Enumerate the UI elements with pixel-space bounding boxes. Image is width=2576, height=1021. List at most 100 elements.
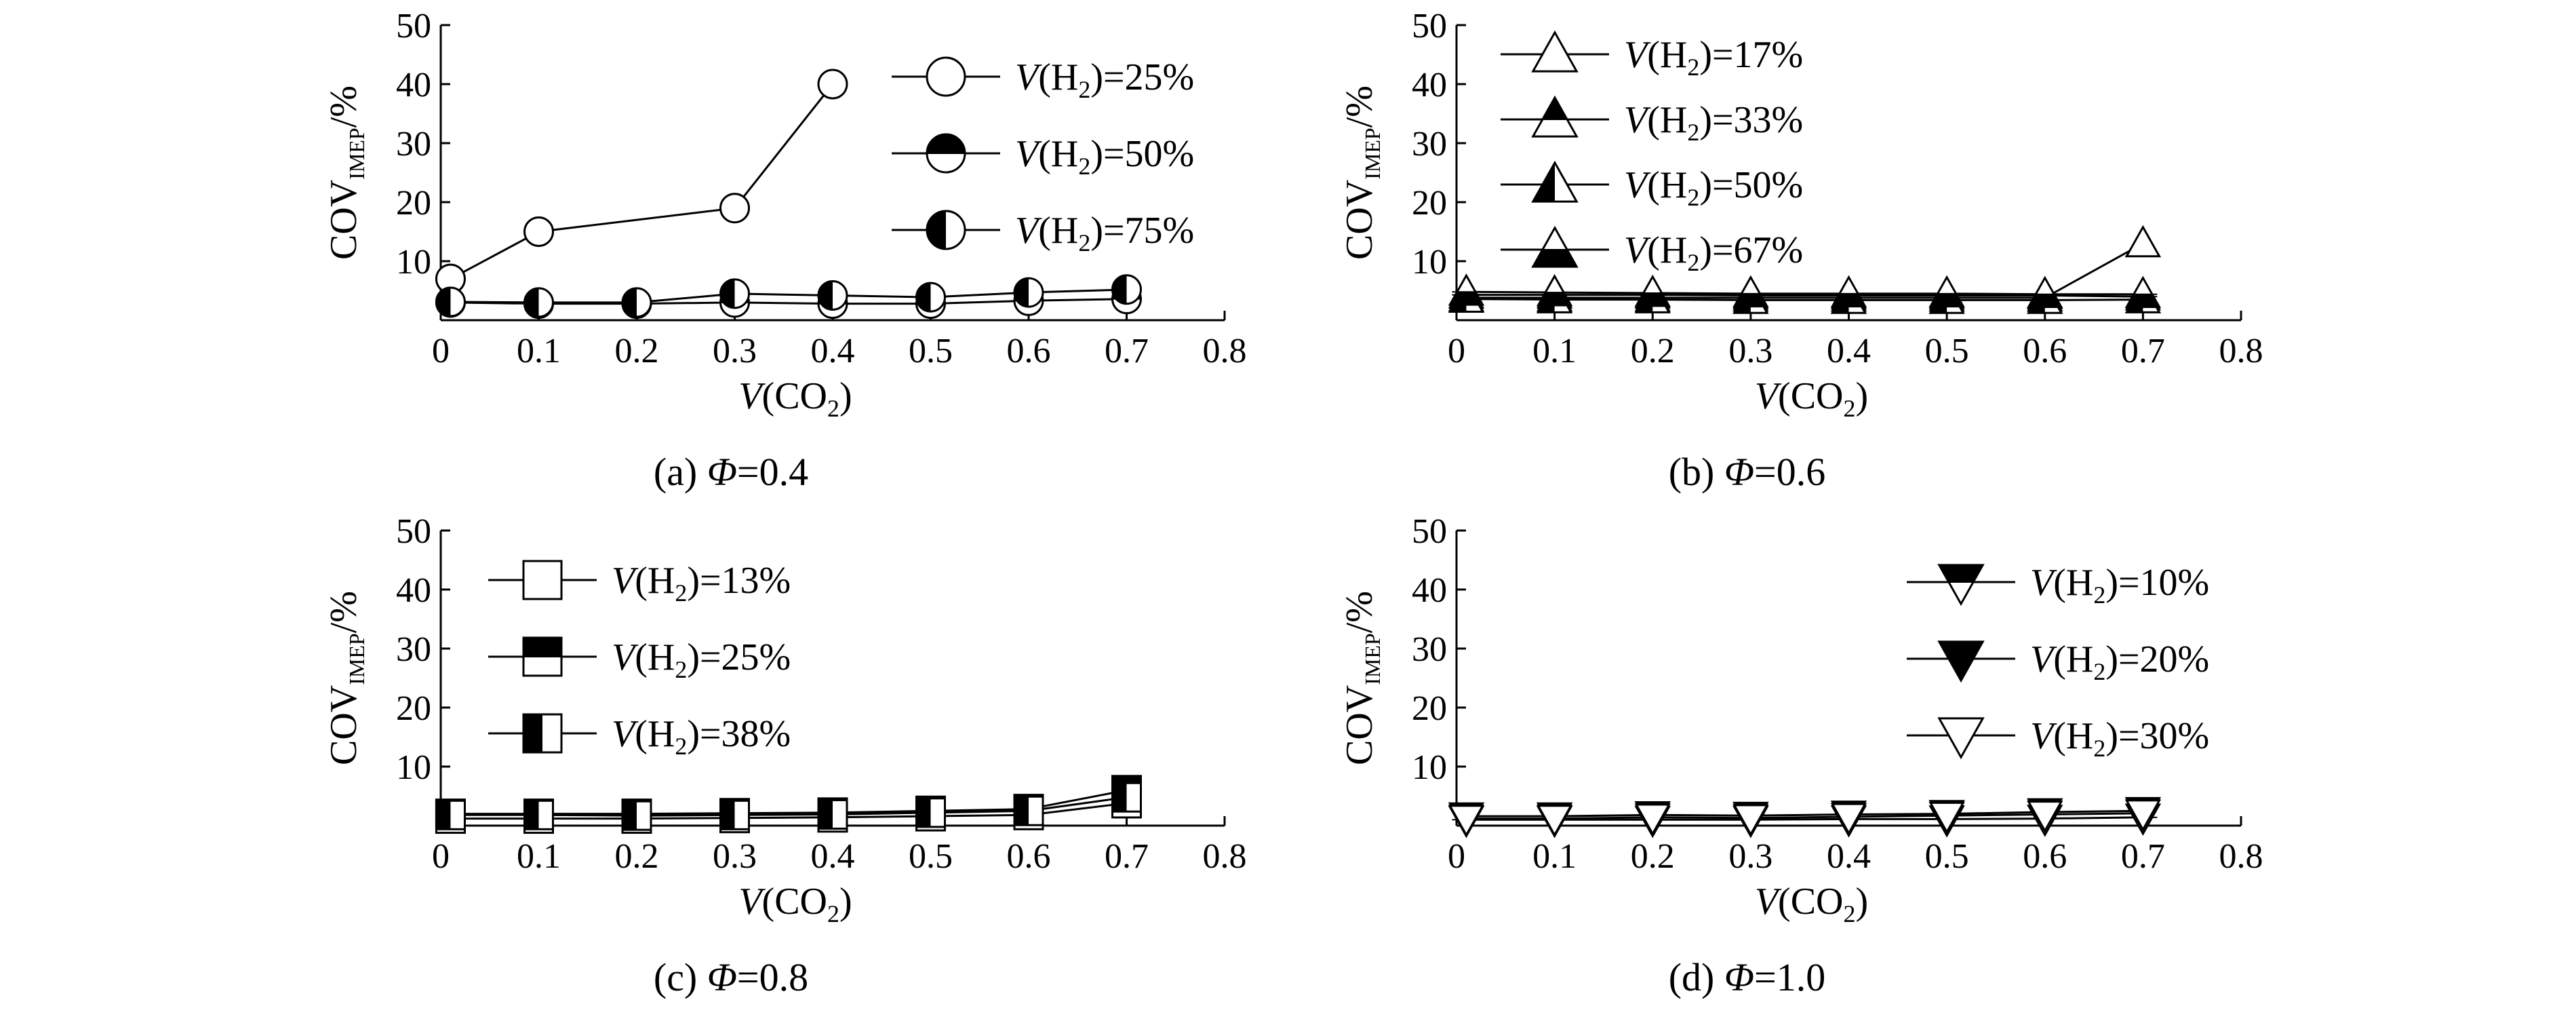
data-point-s1-8	[2124, 225, 2162, 258]
x-tick-label: 0.7	[2121, 332, 2165, 370]
x-tick-label: 0.6	[2023, 332, 2067, 370]
legend-item: V(H2)=25%	[892, 56, 1194, 103]
y-tick-label: 40	[1412, 66, 1447, 104]
x-axis-label: V(CO2)	[1755, 375, 1868, 422]
y-axis-label: COVIMEP/%	[1339, 85, 1385, 260]
data-point-s3-8	[1111, 782, 1142, 813]
legend-item: V(H2)=13%	[488, 560, 791, 606]
legend-label: V(H2)=50%	[1015, 133, 1194, 180]
y-tick-label: 40	[396, 66, 431, 104]
legend-item: V(H2)=25%	[488, 636, 791, 683]
legend-label: V(H2)=38%	[612, 713, 791, 760]
legend-marker	[1531, 95, 1579, 138]
legend-item: V(H2)=38%	[488, 713, 791, 760]
legend-marker	[926, 133, 966, 174]
y-tick-label: 20	[396, 184, 431, 223]
data-point-s3-2	[523, 287, 554, 318]
x-tick-label: 0.6	[1007, 332, 1051, 370]
x-tick-label: 0.7	[2121, 837, 2165, 876]
series-line-3	[1466, 298, 2143, 301]
panel-caption: (c) Φ=0.8	[654, 955, 808, 999]
data-point-s3-3	[621, 800, 652, 831]
x-tick-label: 0.5	[1925, 332, 1969, 370]
data-point-s3-7	[1013, 795, 1044, 826]
chart-panel-a: 0 0.1 0.2 0.3 0.4 0.5 0.6 0.7 0.8 10 20 30 40 50 V(CO2…	[323, 7, 1247, 494]
series-line-3	[450, 796, 1127, 817]
x-tick-label: 0.4	[1827, 837, 1871, 876]
data-point-s4-5	[1830, 275, 1867, 308]
x-tick-label: 0.1	[1532, 332, 1577, 370]
y-tick-label: 20	[1412, 689, 1447, 728]
y-tick-label: 40	[396, 571, 431, 610]
data-point-s4-3	[1634, 274, 1671, 307]
y-tick-label: 50	[1412, 7, 1447, 45]
y-tick-label: 30	[1412, 125, 1447, 163]
data-point-s3-8	[2124, 799, 2162, 832]
data-point-s3-7	[2027, 801, 2063, 833]
legend-marker	[1531, 160, 1579, 203]
y-tick-label: 20	[1412, 184, 1447, 223]
legend-label: V(H2)=20%	[2030, 638, 2209, 685]
series-line-1	[1466, 242, 2144, 299]
x-axis-label: V(CO2)	[738, 375, 852, 422]
data-point-s1-2	[523, 216, 554, 247]
series-line-2	[450, 298, 1127, 305]
panel-caption: (a) Φ=0.4	[654, 450, 808, 494]
legend-marker	[1937, 564, 1985, 606]
data-point-s4-2	[1536, 273, 1573, 307]
x-tick-label: 0.5	[909, 332, 953, 370]
x-tick-label: 0.8	[2219, 332, 2263, 370]
data-point-s3-6	[915, 797, 946, 828]
x-axis-label: V(CO2)	[1755, 881, 1868, 927]
x-tick-label: 0.7	[1105, 837, 1149, 876]
chart-panel-b: 0 0.1 0.2 0.3 0.4 0.5 0.6 0.7 0.8 10 20 30 40 50 V(CO2…	[1339, 7, 2263, 494]
data-point-s3-7	[1013, 277, 1044, 308]
x-tick-label: 0	[1448, 837, 1465, 876]
x-tick-label: 0	[432, 837, 450, 876]
series-line-2	[1466, 809, 2143, 817]
legend-label: V(H2)=33%	[1624, 99, 1803, 146]
legend-item: V(H2)=33%	[1501, 95, 1803, 146]
series-line-1	[450, 83, 834, 280]
y-tick-label: 50	[396, 512, 431, 551]
x-tick-label: 0.5	[909, 837, 953, 876]
legend-label: V(H2)=13%	[612, 560, 791, 606]
legend-label: V(H2)=10%	[2030, 562, 2209, 609]
data-point-s3-5	[817, 280, 848, 311]
x-tick-label: 0.1	[1532, 837, 1577, 876]
series-line-1	[450, 802, 1127, 820]
legend-label: V(H2)=67%	[1624, 229, 1803, 276]
legend-marker	[926, 56, 966, 97]
data-point-s1-4	[817, 69, 848, 100]
data-point-s4-7	[2027, 275, 2063, 309]
legend-marker	[1531, 225, 1579, 268]
data-point-s3-5	[817, 798, 848, 830]
x-tick-label: 0.2	[1631, 332, 1675, 370]
x-tick-label: 0.8	[2219, 837, 2263, 876]
panel-caption: (d) Φ=1.0	[1669, 955, 1826, 999]
legend: V(H2)=10% V(H2)=20% V(H2)=30%	[1907, 562, 2209, 762]
x-tick-label: 0.7	[1105, 332, 1149, 370]
legend-item: V(H2)=30%	[1907, 715, 2209, 762]
data-point-s3-8	[1111, 274, 1142, 305]
y-tick-label: 30	[1412, 630, 1447, 669]
y-tick-label: 30	[396, 125, 431, 163]
data-point-s3-1	[435, 286, 466, 317]
y-tick-label: 50	[396, 7, 431, 45]
data-point-s4-4	[1732, 275, 1769, 308]
data-point-s1-3	[719, 193, 750, 224]
y-axis-label: COVIMEP/%	[323, 85, 369, 260]
chart-panel-c: 0 0.1 0.2 0.3 0.4 0.5 0.6 0.7 0.8 10 20 30 40 50 V(CO2…	[323, 512, 1247, 999]
x-tick-label: 0.8	[1203, 332, 1247, 370]
x-tick-label: 0.2	[615, 837, 659, 876]
series-line-3	[450, 288, 1127, 304]
legend-item: V(H2)=67%	[1501, 225, 1803, 276]
y-tick-label: 20	[396, 689, 431, 728]
x-tick-label: 0.2	[1631, 837, 1675, 876]
data-point-s3-2	[1536, 805, 1573, 837]
x-tick-label: 0.3	[1728, 332, 1772, 370]
y-tick-label: 40	[1412, 571, 1447, 610]
legend-item: V(H2)=20%	[1907, 638, 2209, 685]
x-tick-label: 0.4	[1827, 332, 1871, 370]
legend-marker	[1937, 640, 1985, 683]
